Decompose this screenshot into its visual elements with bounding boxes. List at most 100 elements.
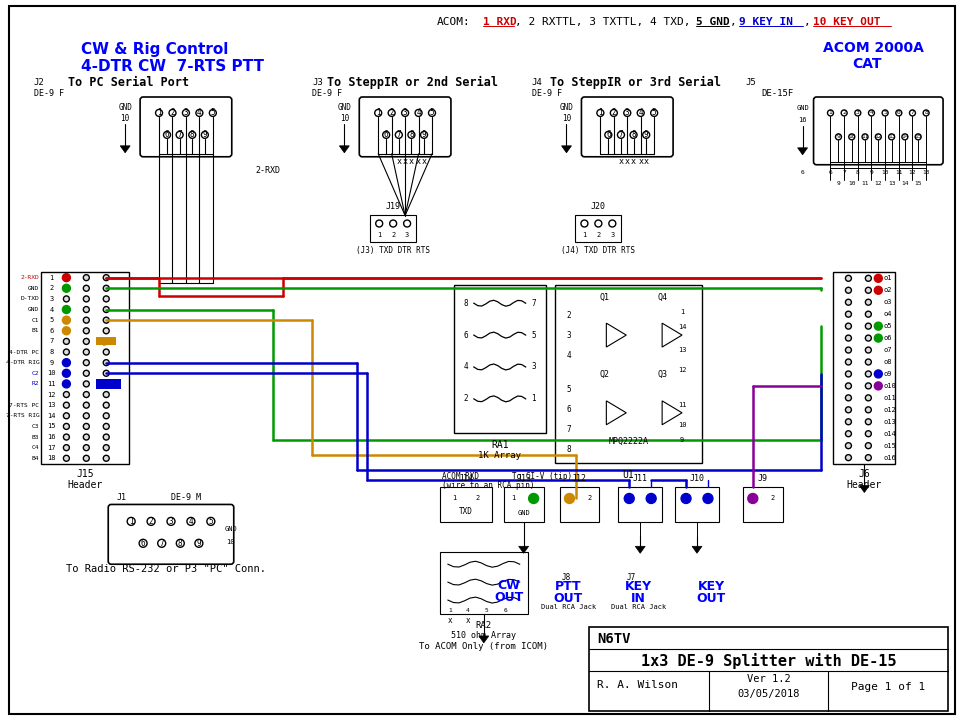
Bar: [440, 487, 492, 523]
Text: 14: 14: [47, 413, 56, 419]
Text: Q1: Q1: [599, 293, 610, 302]
Text: Dual RCA Jack: Dual RCA Jack: [540, 604, 596, 610]
Text: 7: 7: [49, 338, 54, 344]
Circle shape: [865, 311, 872, 318]
FancyBboxPatch shape: [140, 97, 231, 157]
Circle shape: [84, 402, 89, 408]
Circle shape: [882, 110, 888, 116]
Circle shape: [865, 383, 872, 389]
Text: 8: 8: [190, 130, 195, 140]
Text: 8: 8: [464, 299, 468, 307]
Circle shape: [875, 382, 882, 390]
Circle shape: [62, 305, 70, 313]
Circle shape: [63, 307, 69, 312]
Circle shape: [642, 131, 650, 138]
Circle shape: [63, 338, 69, 344]
Text: 1x3 DE-9 Splitter with DE-15: 1x3 DE-9 Splitter with DE-15: [641, 653, 897, 669]
Text: GND: GND: [796, 105, 809, 111]
Text: J12: J12: [572, 474, 587, 483]
Circle shape: [104, 402, 109, 408]
Text: 13: 13: [923, 170, 930, 175]
Circle shape: [609, 220, 615, 227]
Circle shape: [828, 110, 833, 116]
Text: 1: 1: [156, 109, 161, 117]
Text: J3: J3: [312, 78, 324, 86]
Text: ,: ,: [804, 17, 817, 27]
Text: 6: 6: [384, 130, 389, 140]
Circle shape: [84, 455, 89, 462]
Text: 10: 10: [881, 170, 889, 175]
Circle shape: [849, 134, 854, 140]
Circle shape: [63, 434, 69, 440]
Text: 10: 10: [562, 114, 571, 123]
Text: 9: 9: [836, 181, 840, 186]
Text: J19: J19: [386, 202, 400, 211]
Text: x: x: [618, 157, 623, 166]
Text: o7: o7: [883, 347, 892, 353]
Text: J6: J6: [858, 469, 870, 479]
Circle shape: [605, 131, 612, 138]
Text: o8: o8: [883, 359, 892, 365]
Circle shape: [401, 109, 409, 117]
Circle shape: [84, 370, 89, 377]
Bar: [560, 487, 599, 523]
Polygon shape: [479, 636, 489, 643]
Text: 10: 10: [340, 114, 349, 123]
Circle shape: [167, 518, 175, 526]
Text: 8: 8: [924, 110, 928, 115]
Circle shape: [84, 381, 89, 387]
Circle shape: [846, 419, 852, 425]
Text: 5 GND: 5 GND: [696, 17, 730, 27]
Text: 2-RXD: 2-RXD: [255, 166, 280, 175]
Text: 4: 4: [49, 307, 54, 312]
Text: 1: 1: [448, 608, 452, 613]
Text: 13: 13: [888, 181, 896, 186]
Text: RA1: RA1: [491, 440, 509, 450]
Circle shape: [104, 392, 109, 397]
Text: OUT: OUT: [494, 590, 523, 603]
Text: 2: 2: [464, 395, 468, 403]
Circle shape: [865, 323, 872, 329]
Text: o10: o10: [883, 383, 896, 389]
Circle shape: [176, 131, 183, 138]
Text: Q3: Q3: [658, 371, 667, 379]
Text: 7-RTS RIG: 7-RTS RIG: [6, 413, 39, 418]
Text: DE-9 F: DE-9 F: [34, 89, 63, 97]
Circle shape: [104, 455, 109, 462]
Text: 3: 3: [856, 110, 860, 115]
Circle shape: [875, 370, 882, 378]
Text: 8: 8: [409, 130, 414, 140]
Text: 3: 3: [169, 517, 174, 526]
Text: 4: 4: [566, 351, 571, 359]
Text: B4: B4: [32, 456, 39, 461]
Text: KEY: KEY: [625, 580, 652, 593]
Text: ACOM RXD: ACOM RXD: [442, 472, 479, 481]
Circle shape: [846, 287, 852, 293]
Text: 2: 2: [842, 110, 846, 115]
Circle shape: [63, 370, 69, 377]
Circle shape: [209, 109, 216, 117]
Circle shape: [581, 220, 588, 227]
Text: To ACOM Only (from ICOM): To ACOM Only (from ICOM): [420, 642, 548, 652]
Circle shape: [63, 296, 69, 302]
Text: 14: 14: [901, 181, 908, 186]
Text: 2: 2: [596, 233, 601, 238]
Circle shape: [84, 307, 89, 312]
Text: o13: o13: [883, 419, 896, 425]
Polygon shape: [339, 146, 349, 153]
Text: 11: 11: [47, 381, 56, 387]
Text: 10 KEY OUT: 10 KEY OUT: [812, 17, 880, 27]
Text: 9: 9: [836, 135, 840, 140]
Circle shape: [681, 493, 691, 503]
Circle shape: [846, 407, 852, 413]
Text: 3: 3: [403, 109, 407, 117]
Text: GND: GND: [517, 510, 530, 516]
Circle shape: [529, 493, 539, 503]
Circle shape: [865, 275, 872, 282]
Text: 6: 6: [828, 170, 832, 175]
Text: 10: 10: [227, 539, 235, 545]
Circle shape: [163, 131, 171, 138]
Circle shape: [195, 539, 203, 547]
Text: J9: J9: [757, 474, 768, 483]
Text: 9: 9: [870, 170, 874, 175]
